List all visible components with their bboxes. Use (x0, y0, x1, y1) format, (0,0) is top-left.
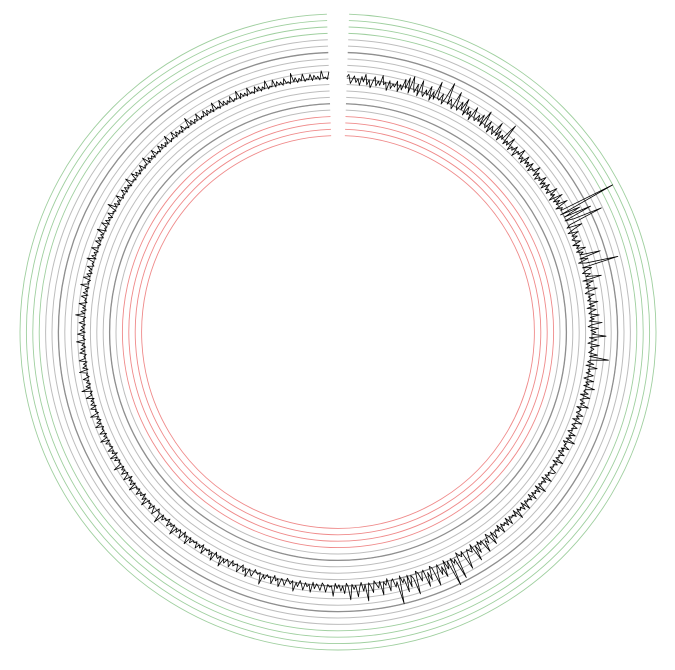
ring-gray-5 (90, 85, 585, 580)
ring-gray-8 (71, 65, 605, 598)
ring-red-2 (135, 129, 541, 534)
ring-gray-6 (84, 78, 592, 586)
ring-gray-2 (110, 104, 567, 561)
ring-gray-1 (116, 110, 560, 554)
ring-red-4 (122, 117, 553, 548)
ring-gray-12 (46, 40, 631, 625)
ring-dark-gray-3 (58, 53, 617, 612)
ring-dark-gray-1 (110, 104, 567, 561)
ring-gray-11 (52, 46, 624, 618)
reference-rings (20, 14, 656, 650)
series-line-1 (76, 71, 618, 604)
ring-red-3 (129, 123, 547, 541)
ring-green-3 (26, 21, 649, 644)
ring-red-1 (142, 136, 535, 529)
ring-green-4 (20, 14, 656, 650)
ring-green-2 (33, 27, 643, 637)
ring-gray-4 (97, 91, 579, 573)
ring-gray-9 (65, 59, 611, 605)
ring-gray-10 (58, 53, 617, 612)
ring-gray-3 (103, 97, 573, 566)
ring-dark-gray-2 (84, 78, 592, 586)
series-group (76, 71, 618, 604)
